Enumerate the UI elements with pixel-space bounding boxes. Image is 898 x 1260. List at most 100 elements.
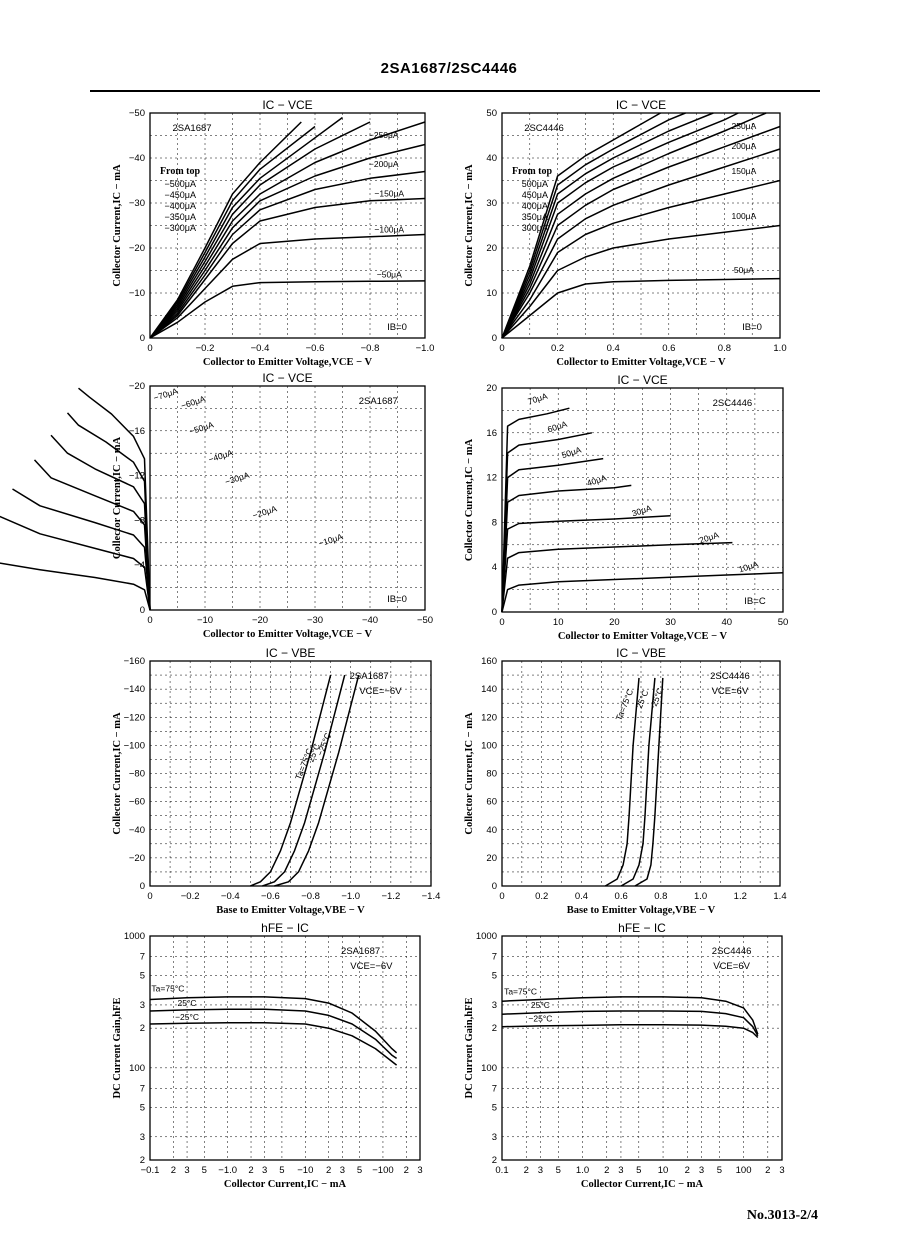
y-tick-label: −40 [129,825,145,836]
y-tick-label: 7 [492,951,497,962]
x-axis-label: Base to Emitter Voltage,VBE − V [567,905,716,916]
y-tick-label: 1000 [124,931,145,942]
series-line-3 [501,179,781,339]
x-tick-label: −0.8 [361,343,380,354]
x-tick-label: 50 [778,617,789,628]
x-tick-label: −0.6 [261,891,280,902]
series-label-4: 200μA [731,141,756,151]
chart-5: 0 −0.2 −0.4 −0.6 −0.8 −1.0 −1.2 −1.4 0 −20 −40 −60 −… [112,646,440,916]
y-tick-label: −12 [129,471,145,482]
series-label-3: −25°C [315,731,333,757]
series-label-1: Ta=75°C [151,983,184,993]
y-tick-label: −20 [129,381,145,392]
x-tick-label: −0.2 [196,343,215,354]
series-line-9 [149,125,316,339]
x-tick-label: 0 [147,891,152,902]
series-label-1: Ta=75°C [614,688,636,722]
chart-title: IC − VCE [616,98,666,112]
y-tick-label: 2 [492,1155,497,1166]
x-tick-label: 5 [717,1165,722,1176]
series-label-3: 30μA [631,503,653,519]
x-tick-label: 0.6 [662,343,675,354]
y-tick-label: 20 [486,383,497,394]
ib-zero-label: IB=C [744,596,766,607]
y-tick-label: 2 [492,1023,497,1034]
y-tick-label: −16 [129,426,145,437]
series-line-7 [501,407,570,613]
series-line-1 [501,996,759,1035]
y-tick-label: 40 [486,153,497,164]
series-label-1: −10μA [317,531,344,548]
ib-zero-label: IB=0 [387,594,407,605]
chart-4: 0 10 20 30 40 50 0 4 8 12 16 20 IC − VCE Collector to… [464,373,788,642]
series-line-2 [149,233,426,339]
tick-labels: −0.1 2 3 5 −1.0 2 3 5 −10 2 3 5 −100 2 323571002357100… [124,931,423,1176]
series-line-3 [12,488,151,611]
series-line-2 [262,674,346,887]
x-tick-label: 1.0 [576,1165,589,1176]
y-tick-label: −4 [134,560,145,571]
y-tick-label: 5 [492,971,497,982]
series-label-6: −60μA [180,393,207,410]
legend-entry: 300μA [522,223,548,233]
series-label-4: −200μA [369,159,399,169]
series-line-5 [149,143,426,339]
tick-labels: 0 10 20 30 40 50 0 4 8 12 16 20 [486,383,788,628]
x-tick-label: 10 [658,1165,669,1176]
y-tick-label: 0 [140,605,145,616]
series-line-2 [501,541,733,613]
series-group [501,407,784,613]
series-group [501,996,759,1039]
series-line-5 [50,434,151,611]
y-tick-label: −160 [124,656,145,667]
series-line-2 [501,224,781,339]
x-tick-label: −1.4 [422,891,441,902]
y-tick-label: 50 [486,108,497,119]
grid [502,661,780,886]
series-line-6 [501,112,767,339]
x-tick-label: 100 [736,1165,752,1176]
x-tick-label: −0.8 [301,891,320,902]
page-title: 2SA1687/2SC4446 [380,60,518,77]
series-label-1: Ta=75°C [504,986,537,996]
plot-frame [149,660,432,887]
x-tick-label: 3 [618,1165,623,1176]
series-label-2: −100μA [374,224,404,234]
series-line-4 [149,170,426,339]
device-label: 2SC4446 [524,123,564,134]
series-line-5 [501,125,781,339]
y-tick-label: 4 [492,562,497,573]
series-line-10 [501,112,661,339]
y-tick-label: 0 [140,881,145,892]
series-line-4 [501,484,632,613]
x-tick-label: 0 [147,615,152,626]
y-tick-label: 3 [492,1000,497,1011]
y-tick-label: −100 [124,740,145,751]
series-line-4 [33,459,151,611]
legend-entry: 400μA [522,201,548,211]
y-tick-label: 0 [492,333,497,344]
tick-labels: 0 −10 −20 −30 −40 −50 0 −4 −8 −12 −16 −20 [129,381,433,626]
series-line-7 [78,387,151,611]
legend-entry: 350μA [522,212,548,222]
x-tick-label: −1.0 [416,343,435,354]
x-tick-label: 3 [262,1165,267,1176]
x-tick-label: 2 [248,1165,253,1176]
y-tick-label: 60 [486,797,497,808]
y-axis-label: DC Current Gain,hFE [464,997,475,1098]
series-line-1 [501,277,781,339]
x-tick-label: 5 [357,1165,362,1176]
x-tick-label: 1.4 [773,891,786,902]
series-label-2: −20μA [251,503,278,520]
x-tick-label: 30 [665,617,676,628]
chart-title: IC − VCE [617,373,667,387]
series-line-9 [501,112,686,339]
legend-entry: −500μA [165,179,196,189]
x-tick-label: −10 [297,1165,313,1176]
y-axis-label: Collector Current,IC − mA [464,712,475,835]
series-line-1 [149,280,426,339]
ib-zero-label: IB=0 [387,322,407,333]
device-label: 2SA1687 [350,671,389,682]
y-axis-label: Collector Current,IC − mA [464,438,475,561]
